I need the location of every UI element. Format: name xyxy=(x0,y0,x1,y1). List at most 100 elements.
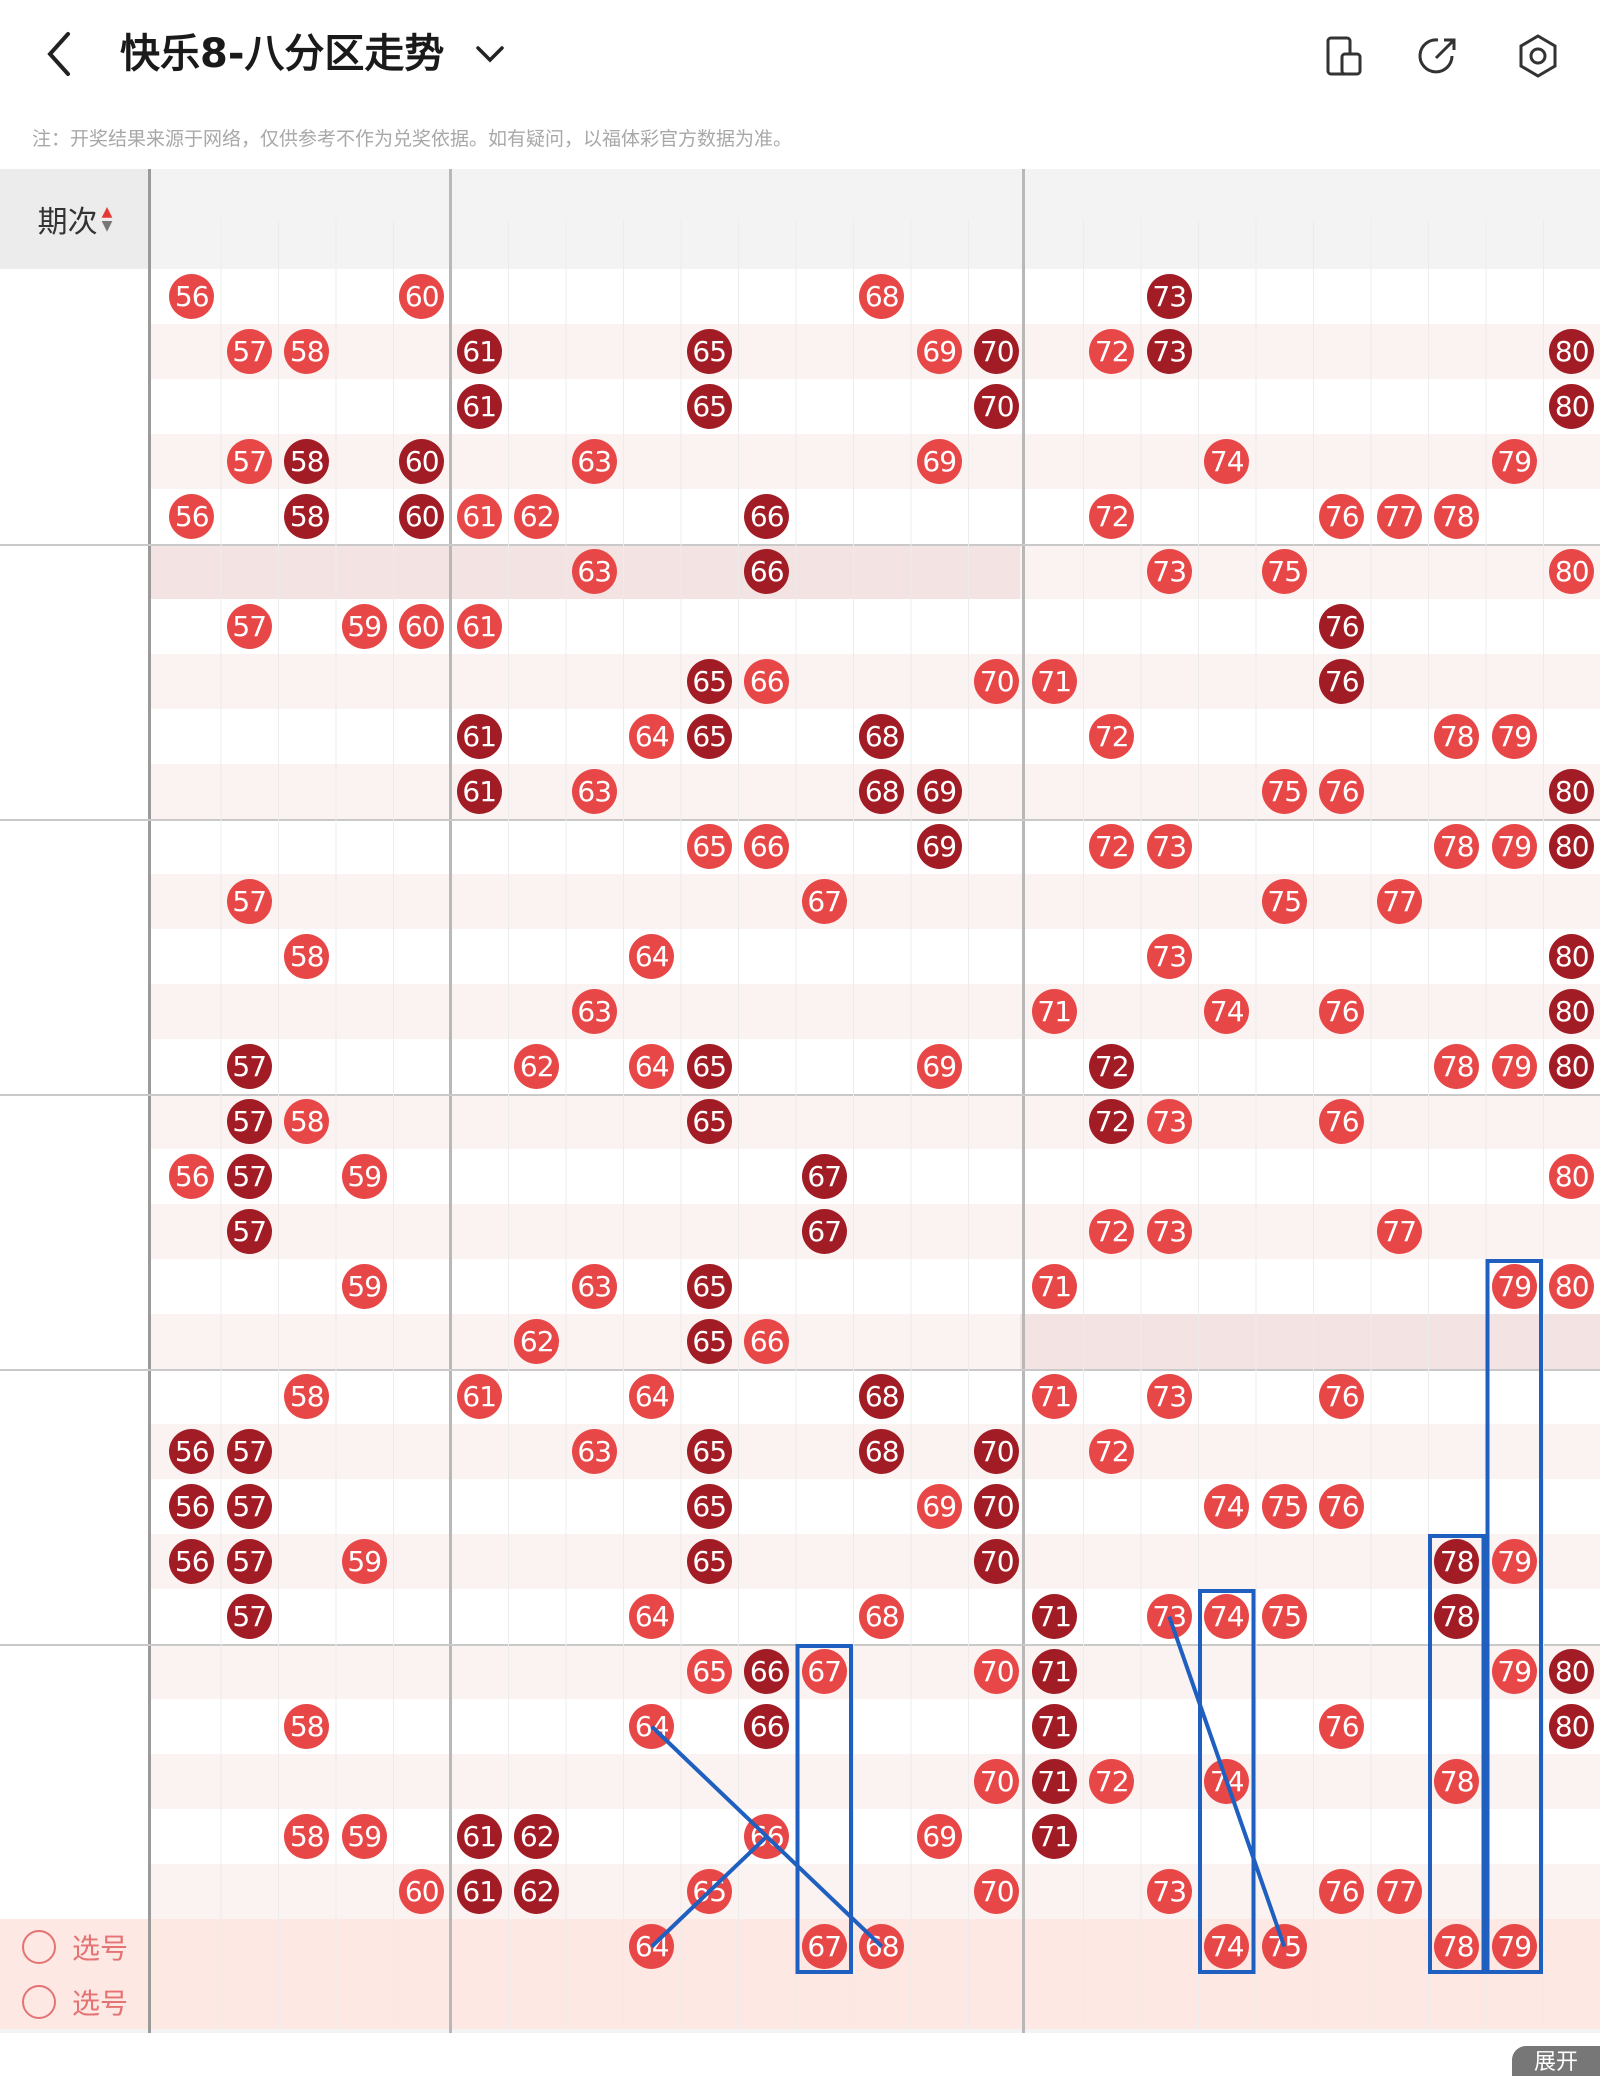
select-number[interactable] xyxy=(566,1919,624,1974)
select-number[interactable] xyxy=(393,1974,451,2029)
select-number[interactable] xyxy=(681,1919,739,1974)
select-number[interactable] xyxy=(508,1974,566,2029)
select-number[interactable] xyxy=(1141,1919,1199,1974)
select-number[interactable] xyxy=(221,1919,279,1974)
select-number[interactable] xyxy=(911,1974,969,2029)
miss-count xyxy=(853,929,911,984)
select-number[interactable] xyxy=(738,1974,796,2029)
select-number[interactable] xyxy=(1256,1974,1314,2029)
selected-number[interactable]: 74 xyxy=(1198,1919,1256,1974)
select-number[interactable] xyxy=(278,1919,336,1974)
select-number[interactable] xyxy=(1371,1974,1429,2029)
miss-count xyxy=(451,1534,509,1589)
select-number[interactable] xyxy=(853,1974,911,2029)
selected-ball[interactable]: 64 xyxy=(629,1924,675,1969)
miss-count xyxy=(681,1754,739,1809)
selected-number[interactable]: 68 xyxy=(853,1919,911,1974)
select-number[interactable] xyxy=(278,1974,336,2029)
miss-count xyxy=(1198,324,1256,379)
miss-count xyxy=(1313,709,1371,764)
miss-count xyxy=(1256,1534,1314,1589)
hit-ball: 65 xyxy=(686,714,732,759)
select-row-label[interactable]: 选号 xyxy=(0,1919,150,1974)
select-number[interactable] xyxy=(566,1974,624,2029)
select-number[interactable] xyxy=(1543,1919,1600,1974)
select-number[interactable] xyxy=(163,1974,221,2029)
selected-ball[interactable]: 78 xyxy=(1434,1924,1480,1969)
row-period xyxy=(0,1534,150,1589)
select-number[interactable] xyxy=(1141,1974,1199,2029)
select-row-label[interactable]: 选号 xyxy=(0,1974,150,2029)
select-number[interactable] xyxy=(1428,1974,1486,2029)
select-number[interactable] xyxy=(1371,1919,1429,1974)
back-icon[interactable] xyxy=(40,28,80,80)
page-title[interactable]: 快乐8-八分区走势 xyxy=(120,31,445,77)
miss-count xyxy=(853,1149,911,1204)
miss-count xyxy=(1083,984,1141,1039)
select-number[interactable] xyxy=(1313,1974,1371,2029)
select-number[interactable] xyxy=(1543,1974,1600,2029)
selected-ball[interactable]: 79 xyxy=(1491,1924,1537,1969)
miss-count xyxy=(451,1754,509,1809)
select-number[interactable] xyxy=(393,1919,451,1974)
select-number[interactable] xyxy=(163,1919,221,1974)
select-number[interactable] xyxy=(738,1919,796,1974)
miss-count xyxy=(738,1479,796,1534)
select-number[interactable] xyxy=(911,1919,969,1974)
sort-icon[interactable]: ▲ ▼ xyxy=(101,204,113,234)
select-number[interactable] xyxy=(336,1974,394,2029)
select-number[interactable] xyxy=(796,1974,854,2029)
miss-count xyxy=(853,1644,911,1699)
miss-count xyxy=(221,929,279,984)
miss-count xyxy=(968,819,1026,874)
select-number[interactable] xyxy=(968,1974,1026,2029)
selected-number[interactable]: 79 xyxy=(1486,1919,1544,1974)
select-radio-icon[interactable] xyxy=(21,1929,56,1964)
selected-ball[interactable]: 68 xyxy=(859,1924,905,1969)
miss-count xyxy=(1313,1644,1371,1699)
select-number[interactable] xyxy=(968,1919,1026,1974)
drawn-number-ball: 61 xyxy=(451,489,509,544)
period-header[interactable]: 期次 ▲ ▼ xyxy=(0,169,150,269)
selected-ball[interactable]: 74 xyxy=(1204,1924,1250,1969)
selected-number[interactable]: 78 xyxy=(1428,1919,1486,1974)
select-number[interactable] xyxy=(508,1919,566,1974)
selected-number[interactable]: 67 xyxy=(796,1919,854,1974)
miss-count xyxy=(738,269,796,324)
miss-count xyxy=(451,1424,509,1479)
device-icon[interactable] xyxy=(1320,32,1368,80)
miss-count xyxy=(566,929,624,984)
selected-ball[interactable]: 67 xyxy=(801,1924,847,1969)
miss-count xyxy=(163,1314,221,1369)
share-icon[interactable] xyxy=(1414,32,1462,80)
selected-number[interactable]: 75 xyxy=(1256,1919,1314,1974)
column-header xyxy=(738,219,796,269)
drawn-number-ball: 59 xyxy=(336,599,394,654)
expand-button[interactable]: 展开 xyxy=(1512,2046,1600,2076)
select-number[interactable] xyxy=(1313,1919,1371,1974)
select-number[interactable] xyxy=(1026,1919,1084,1974)
miss-count xyxy=(336,489,394,544)
hit-ball: 64 xyxy=(629,714,675,759)
chevron-down-icon[interactable] xyxy=(470,38,510,72)
select-radio-icon[interactable] xyxy=(21,1984,56,2019)
select-number[interactable] xyxy=(1026,1974,1084,2029)
settings-icon[interactable] xyxy=(1514,32,1562,80)
hit-ball: 60 xyxy=(399,274,445,319)
select-number[interactable] xyxy=(336,1919,394,1974)
select-number[interactable] xyxy=(1083,1974,1141,2029)
select-number[interactable] xyxy=(1198,1974,1256,2029)
select-number[interactable] xyxy=(623,1974,681,2029)
select-number[interactable] xyxy=(1083,1919,1141,1974)
miss-count xyxy=(1371,1094,1429,1149)
selected-ball[interactable]: 75 xyxy=(1261,1924,1307,1969)
select-number[interactable] xyxy=(221,1974,279,2029)
select-number[interactable] xyxy=(681,1974,739,2029)
select-number[interactable] xyxy=(451,1974,509,2029)
hit-ball: 76 xyxy=(1319,659,1365,704)
miss-count xyxy=(336,1369,394,1424)
selected-number[interactable]: 64 xyxy=(623,1919,681,1974)
select-number[interactable] xyxy=(451,1919,509,1974)
select-number[interactable] xyxy=(1486,1974,1544,2029)
miss-count xyxy=(853,1479,911,1534)
